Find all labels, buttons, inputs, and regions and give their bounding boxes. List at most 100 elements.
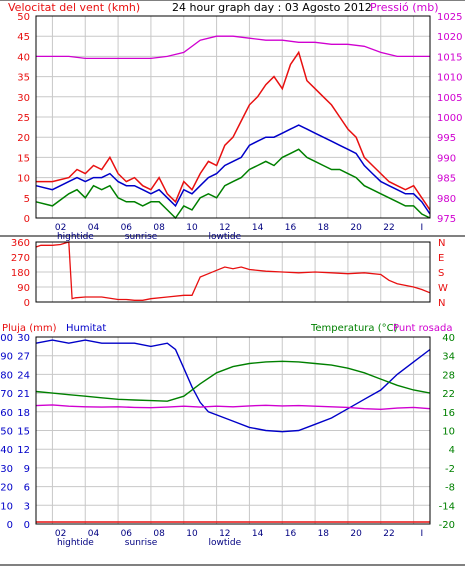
pressure-tick-label: 1020 bbox=[437, 32, 462, 43]
wind-axis-label: Velocitat del vent (kmh) bbox=[8, 1, 140, 14]
temp-tick-label: -8 bbox=[445, 483, 455, 494]
rain-axis-label: Pluja (mm) bbox=[2, 323, 57, 334]
humidity-value-label: 0 bbox=[24, 520, 30, 531]
wind-tick-label: 25 bbox=[17, 113, 30, 124]
pressure-tick-label: 1000 bbox=[437, 113, 462, 124]
wind-tick-label: 0 bbox=[24, 214, 30, 225]
temperature-axis-label: Temperatura (°C) bbox=[310, 323, 398, 334]
dir-tick-label: 270 bbox=[11, 253, 30, 264]
dew-axis-label: Punt rosada bbox=[393, 323, 452, 334]
humidity-value-label: 18 bbox=[17, 408, 30, 419]
wind-panel-frame bbox=[35, 15, 431, 219]
temp-series-humidity bbox=[35, 339, 431, 433]
humidity-pct-label: 90 bbox=[0, 352, 13, 363]
time-tick-label: 12 bbox=[219, 223, 230, 233]
pressure-axis-label: Pressió (mb) bbox=[370, 1, 439, 14]
pressure-tick-label: 990 bbox=[437, 153, 456, 164]
compass-label: N bbox=[438, 238, 445, 249]
humidity-value-label: 15 bbox=[17, 427, 30, 438]
event-label: hightide bbox=[57, 232, 94, 242]
wind-series-avg bbox=[35, 124, 431, 215]
time-tick-label-bottom: 20 bbox=[350, 529, 362, 539]
wind-tick-label: 5 bbox=[24, 194, 30, 205]
humidity-value-label: 9 bbox=[24, 464, 30, 475]
dir-tick-label: 0 bbox=[24, 298, 30, 309]
time-tick-label: 14 bbox=[252, 223, 264, 233]
time-tick-label: 10 bbox=[186, 223, 198, 233]
event-label: lowtide bbox=[208, 232, 241, 242]
time-tick-label-bottom: 18 bbox=[318, 529, 330, 539]
compass-label: W bbox=[438, 283, 448, 294]
wind-tick-label: 45 bbox=[17, 32, 30, 43]
dir-tick-label: 180 bbox=[11, 268, 30, 279]
pressure-tick-label: 1005 bbox=[437, 93, 462, 104]
humidity-value-label: 30 bbox=[17, 333, 30, 344]
time-tick-label-bottom: 08 bbox=[153, 529, 165, 539]
temp-tick-label: 40 bbox=[442, 333, 455, 344]
temp-tick-label: 16 bbox=[442, 408, 455, 419]
humidity-pct-label: 30 bbox=[0, 464, 13, 475]
wind-tick-label: 50 bbox=[17, 12, 30, 23]
wind-tick-label: 40 bbox=[17, 52, 30, 63]
graph-title: 24 hour graph day : 03 Agosto 2012 bbox=[172, 1, 372, 14]
pressure-tick-label: 975 bbox=[437, 214, 456, 225]
time-tick-label-bottom: I bbox=[420, 529, 423, 539]
time-tick-label: 16 bbox=[285, 223, 297, 233]
humidity-pct-label: 20 bbox=[0, 483, 13, 494]
pressure-tick-label: 1015 bbox=[437, 52, 462, 63]
time-tick-label: 06 bbox=[121, 223, 133, 233]
temp-series-temperature bbox=[35, 360, 431, 402]
humidity-value-label: 3 bbox=[24, 501, 30, 512]
time-tick-label-bottom: 14 bbox=[252, 529, 264, 539]
dir-tick-label: 90 bbox=[17, 283, 30, 294]
humidity-pct-label: 10 bbox=[0, 501, 13, 512]
event-label-bottom: lowtide bbox=[208, 538, 241, 548]
temp-tick-label: 34 bbox=[442, 352, 455, 363]
pressure-tick-label: 1025 bbox=[437, 12, 462, 23]
time-tick-label-bottom: 10 bbox=[186, 529, 198, 539]
time-tick-label-bottom: 04 bbox=[88, 529, 100, 539]
humidity-value-label: 27 bbox=[17, 352, 30, 363]
humidity-pct-label: 60 bbox=[0, 408, 13, 419]
time-tick-label: 20 bbox=[350, 223, 362, 233]
pressure-tick-label: 1010 bbox=[437, 73, 462, 84]
humidity-pct-label: 40 bbox=[0, 445, 13, 456]
temp-tick-label: -2 bbox=[445, 464, 455, 475]
temp-tick-label: 22 bbox=[442, 389, 455, 400]
dir-series bbox=[35, 241, 431, 301]
wind-series-pressure bbox=[36, 35, 430, 60]
wind-series-gust bbox=[36, 50, 431, 211]
temp-tick-label: 10 bbox=[442, 427, 455, 438]
time-tick-label: I bbox=[420, 223, 423, 233]
temp-series-dew bbox=[35, 404, 431, 411]
humidity-pct-label: 100 bbox=[0, 333, 13, 344]
humidity-value-label: 24 bbox=[17, 370, 30, 381]
dir-panel-frame bbox=[35, 241, 431, 303]
compass-label: E bbox=[438, 253, 444, 264]
wind-tick-label: 15 bbox=[17, 153, 30, 164]
time-tick-label: 08 bbox=[153, 223, 165, 233]
time-tick-label-bottom: 02 bbox=[55, 529, 66, 539]
temp-panel-frame bbox=[35, 336, 431, 525]
temp-tick-label: -14 bbox=[439, 501, 455, 512]
humidity-pct-label: 50 bbox=[0, 427, 13, 438]
time-tick-label-bottom: 12 bbox=[219, 529, 230, 539]
dir-tick-label: 360 bbox=[11, 238, 30, 249]
time-tick-label: 02 bbox=[55, 223, 66, 233]
wind-series-min bbox=[35, 148, 431, 220]
humidity-value-label: 6 bbox=[24, 483, 30, 494]
time-tick-label-bottom: 22 bbox=[383, 529, 394, 539]
humidity-value-label: 12 bbox=[17, 445, 30, 456]
event-label-bottom: hightide bbox=[57, 538, 94, 548]
wind-tick-label: 35 bbox=[17, 73, 30, 84]
temp-tick-label: 28 bbox=[442, 370, 455, 381]
temp-tick-label: 4 bbox=[449, 445, 455, 456]
time-tick-label: 18 bbox=[318, 223, 330, 233]
humidity-pct-label: 70 bbox=[0, 389, 13, 400]
wind-tick-label: 20 bbox=[17, 133, 30, 144]
compass-label: S bbox=[438, 268, 444, 279]
temp-tick-label: -20 bbox=[439, 520, 455, 531]
humidity-axis-label: Humitat bbox=[66, 323, 106, 334]
